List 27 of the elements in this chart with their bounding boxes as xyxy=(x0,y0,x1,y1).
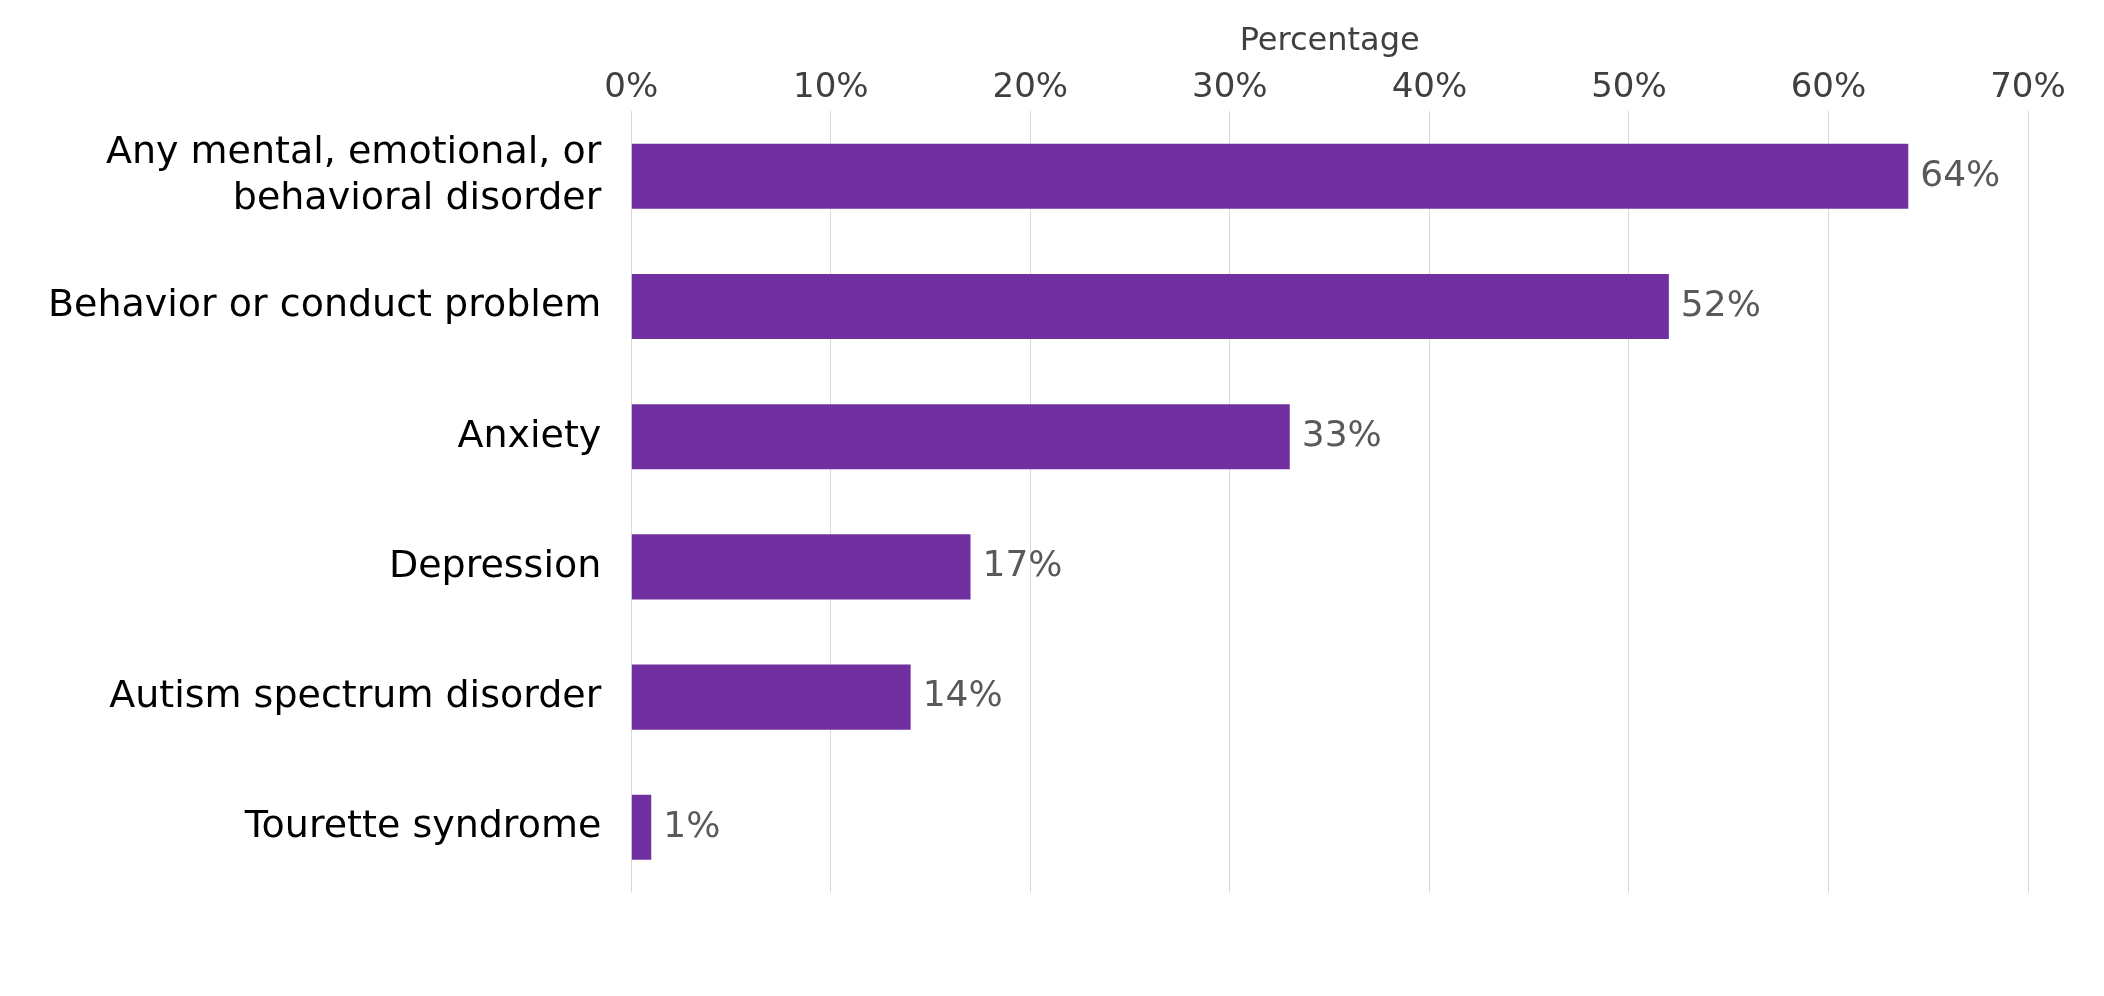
x-tick-label: 10% xyxy=(793,64,869,105)
x-tick-label: 50% xyxy=(1591,64,1667,105)
bar xyxy=(631,273,1669,340)
data-label: 33% xyxy=(1301,413,1382,455)
y-tick-label: Autism spectrum disorder xyxy=(109,671,602,716)
data-label: 17% xyxy=(982,543,1063,585)
data-label: 1% xyxy=(663,803,721,845)
x-tick-label: 0% xyxy=(604,64,659,105)
bar xyxy=(631,404,1290,470)
y-tick-label: Tourette syndrome xyxy=(243,802,602,847)
y-tick-label: Anxiety xyxy=(457,411,602,456)
bar xyxy=(631,664,911,730)
data-label: 14% xyxy=(922,673,1003,715)
data-label: 64% xyxy=(1920,152,2001,194)
x-tick-label: 40% xyxy=(1391,64,1468,105)
bar xyxy=(631,534,971,600)
y-tick-label: Any mental, emotional, or behavioral disorder xyxy=(105,128,602,218)
bar xyxy=(631,794,652,860)
data-label: 52% xyxy=(1680,282,1761,324)
x-tick-label: 30% xyxy=(1192,64,1268,105)
bar xyxy=(631,143,1909,209)
x-axis-title: Percentage xyxy=(1239,19,1420,58)
x-tick-label: 20% xyxy=(992,64,1069,105)
x-tick-label: 60% xyxy=(1790,64,1867,105)
y-tick-label: Depression xyxy=(388,541,602,586)
x-tick-label: 70% xyxy=(1990,64,2066,105)
y-tick-label: Behavior or conduct problem xyxy=(47,281,602,326)
